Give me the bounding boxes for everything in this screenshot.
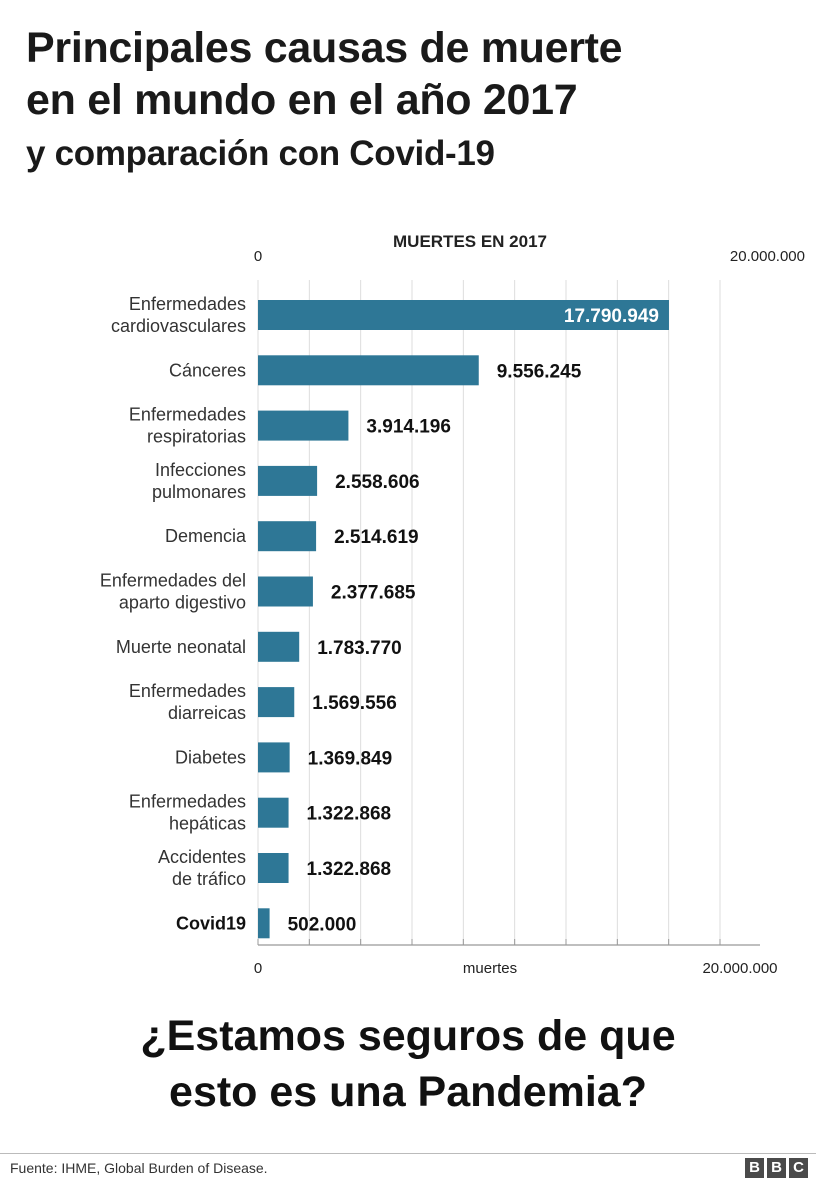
- category-label-line: Enfermedades: [129, 792, 246, 812]
- bar: [258, 300, 669, 330]
- title-line-2: en el mundo en el año 2017: [26, 76, 578, 124]
- top-tick-label-max: 20.000.000: [730, 248, 805, 265]
- category-label: Enfermedades cardiovasculares: [111, 294, 246, 336]
- footer-divider: [0, 1153, 816, 1154]
- category-label-line: pulmonares: [152, 482, 246, 502]
- bar: [258, 631, 300, 662]
- category-label-line: Infecciones: [155, 460, 246, 480]
- question-line-2: esto es una Pandemia?: [169, 1068, 647, 1116]
- category-label-line: Enfermedades: [129, 405, 246, 425]
- bbc-logo-letter: C: [789, 1158, 808, 1178]
- bottom-tick-label-max: 20.000.000: [702, 960, 777, 977]
- bar: [258, 410, 349, 441]
- category-label: Enfermedades hepáticas: [129, 792, 246, 834]
- title-line-1: Principales causas de muerte: [26, 24, 623, 72]
- bar: [258, 355, 479, 386]
- category-label-line: aparto digestivo: [119, 593, 246, 613]
- value-label: 9.556.245: [497, 361, 582, 382]
- bar: [258, 797, 289, 828]
- category-label-line: de tráfico: [172, 869, 246, 889]
- question-text: ¿Estamos seguros de que esto es una Pand…: [0, 1008, 816, 1120]
- bar: [258, 908, 270, 939]
- category-label-line: Enfermedades: [129, 681, 246, 701]
- value-label: 1.322.868: [307, 804, 392, 825]
- bar: [258, 465, 318, 496]
- category-label-line: respiratorias: [147, 427, 246, 447]
- category-label-line: Demencia: [165, 526, 247, 546]
- category-label: Demencia: [165, 526, 247, 546]
- value-label: 17.790.949: [564, 306, 659, 327]
- category-label-line: Enfermedades: [129, 294, 246, 314]
- source-note: Fuente: IHME, Global Burden of Disease.: [10, 1160, 268, 1176]
- category-label: Infecciones pulmonares: [152, 460, 246, 502]
- top-tick-label-min: 0: [254, 248, 262, 265]
- title-line-3: y comparación con Covid-19: [26, 134, 495, 173]
- category-label: Enfermedades del aparto digestivo: [100, 571, 246, 613]
- category-label: Enfermedades diarreicas: [129, 681, 246, 723]
- category-label-line: Accidentes: [158, 847, 246, 867]
- chart-title: MUERTES EN 2017: [393, 232, 547, 251]
- category-label-line: diarreicas: [168, 703, 246, 723]
- category-label-line: Enfermedades del: [100, 571, 246, 591]
- x-axis-label: muertes: [463, 960, 517, 977]
- bar: [258, 576, 313, 607]
- question-line-1: ¿Estamos seguros de que: [140, 1012, 676, 1060]
- bar: [258, 687, 295, 718]
- value-label: 502.000: [288, 914, 357, 935]
- bottom-tick-label-min: 0: [254, 960, 262, 977]
- category-label: Enfermedades respiratorias: [129, 405, 246, 447]
- bbc-logo: B B C: [745, 1158, 808, 1178]
- category-label: Cánceres: [169, 360, 246, 380]
- page-title: Principales causas de muerte en el mundo…: [26, 22, 806, 180]
- category-label-line: Covid19: [176, 913, 246, 933]
- value-label: 2.558.606: [335, 472, 420, 493]
- category-label-line: Diabetes: [175, 747, 246, 767]
- category-label-line: Cánceres: [169, 360, 246, 380]
- category-label-line: Muerte neonatal: [116, 637, 246, 657]
- bar: [258, 742, 290, 773]
- value-label: 2.514.619: [334, 527, 419, 548]
- bbc-logo-letter: B: [767, 1158, 786, 1178]
- category-label: Covid19: [176, 913, 246, 933]
- value-label: 1.569.556: [312, 693, 397, 714]
- bar-chart: MUERTES EN 2017 0 20.000.000 0 20.000.000 mue…: [100, 232, 805, 977]
- bar: [258, 521, 317, 552]
- value-label: 1.322.868: [307, 859, 392, 880]
- category-label: Muerte neonatal: [116, 637, 246, 657]
- bar: [258, 853, 289, 883]
- category-label: Accidentes de tráfico: [158, 847, 246, 889]
- category-label-line: cardiovasculares: [111, 316, 246, 336]
- value-label: 2.377.685: [331, 583, 416, 604]
- bbc-logo-letter: B: [745, 1158, 764, 1178]
- value-label: 1.369.849: [308, 748, 393, 769]
- category-label-line: hepáticas: [169, 814, 246, 834]
- value-label: 1.783.770: [317, 638, 402, 659]
- category-label: Diabetes: [175, 747, 246, 767]
- value-label: 3.914.196: [366, 417, 451, 438]
